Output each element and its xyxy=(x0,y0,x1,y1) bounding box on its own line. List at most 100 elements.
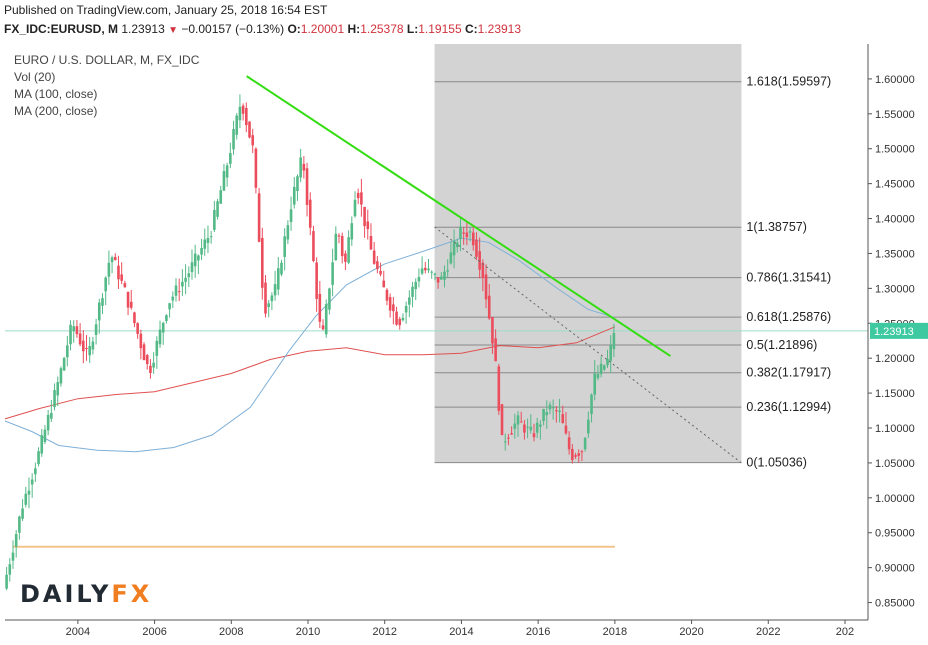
candle-body xyxy=(462,232,465,234)
candle-body xyxy=(174,285,178,296)
chart-legend: EURO / U.S. DOLLAR, M, FX_IDC Vol (20) M… xyxy=(14,52,199,120)
y-tick-label: 1.30000 xyxy=(875,283,915,295)
candle-body xyxy=(449,252,453,264)
candle-body xyxy=(145,355,149,365)
candle-body xyxy=(609,345,612,361)
candle-body xyxy=(328,288,331,310)
candle-body xyxy=(465,232,469,238)
close-label: C: xyxy=(464,22,478,36)
y-tick-label: 1.55000 xyxy=(875,109,915,121)
candle-body xyxy=(72,326,76,332)
dailyfx-logo: DAILYFX xyxy=(20,580,152,608)
candle-body xyxy=(126,291,130,308)
candle-body xyxy=(280,262,283,275)
candle-body xyxy=(337,235,341,237)
candle-body xyxy=(120,274,123,281)
candle-body xyxy=(510,433,513,435)
y-tick-label: 0.85000 xyxy=(875,598,915,610)
candle-body xyxy=(62,358,66,371)
candle-body xyxy=(436,277,440,283)
candle-body xyxy=(526,426,529,428)
candle-body xyxy=(430,271,434,273)
candle-body xyxy=(593,373,597,395)
candle-body xyxy=(542,408,545,422)
y-tick-label: 1.15000 xyxy=(875,388,915,400)
candle-body xyxy=(171,296,175,301)
x-tick-label: 2004 xyxy=(66,626,90,638)
candle-body xyxy=(286,225,290,240)
candle-body xyxy=(305,168,309,205)
x-tick-label: 2006 xyxy=(142,626,166,638)
candle-body xyxy=(273,284,277,296)
candle-body xyxy=(439,276,443,280)
logo-daily-text: DAILY xyxy=(20,580,112,608)
candle-body xyxy=(385,289,389,301)
candle-body xyxy=(190,262,194,273)
candle-body xyxy=(229,153,232,164)
price-chart[interactable]: 1.618(1.59597) 1(1.38757) 0.786(1.31541) 0.… xyxy=(0,44,928,645)
candle-body xyxy=(155,340,159,356)
open-label: O: xyxy=(287,22,301,36)
candle-body xyxy=(276,268,280,290)
candle-body xyxy=(206,237,210,243)
candle-body xyxy=(590,394,593,415)
candle-body xyxy=(459,226,462,240)
candle-body xyxy=(404,305,408,313)
candle-body xyxy=(392,304,395,312)
price-change: −0.00157 (−0.13%) xyxy=(181,22,285,36)
candle-body xyxy=(513,423,517,429)
candle-body xyxy=(484,274,488,300)
candle-body xyxy=(414,281,418,290)
candle-body xyxy=(612,332,616,350)
candle-body xyxy=(264,282,267,314)
candle-body xyxy=(577,453,581,456)
y-tick-label: 1.00000 xyxy=(875,493,915,505)
candle-body xyxy=(567,437,571,450)
candle-body xyxy=(34,468,37,475)
y-tick-label: 1.60000 xyxy=(875,74,915,86)
candle-body xyxy=(411,286,414,297)
legend-ma200: MA (200, close) xyxy=(14,104,98,118)
candle-body xyxy=(606,358,609,366)
candle-body xyxy=(558,410,561,413)
candle-body xyxy=(75,326,79,335)
fib-level-label: 0(1.05036) xyxy=(746,456,806,470)
candle-body xyxy=(433,273,437,275)
candle-body xyxy=(97,302,101,321)
candle-body xyxy=(344,253,347,262)
candle-body xyxy=(532,433,536,438)
candle-body xyxy=(27,490,31,495)
fib-level-label: 0.236(1.12994) xyxy=(746,400,831,414)
candle-body xyxy=(133,312,136,324)
ma100-line xyxy=(4,237,616,453)
candle-body xyxy=(539,424,542,427)
candle-body xyxy=(475,239,478,257)
candle-body xyxy=(398,318,402,326)
y-tick-label: 1.50000 xyxy=(875,144,915,156)
candle-body xyxy=(372,250,376,264)
candle-body xyxy=(551,407,555,409)
open-value: 1.20001 xyxy=(300,22,345,36)
fib-level-label: 0.5(1.21896) xyxy=(746,338,817,352)
candle-body xyxy=(94,324,98,335)
candle-body xyxy=(213,209,216,230)
candle-body xyxy=(497,366,501,411)
candle-body xyxy=(388,297,392,311)
candle-body xyxy=(523,424,526,433)
resistance-trendline xyxy=(246,75,672,357)
candle-body xyxy=(289,209,293,223)
candle-body xyxy=(225,165,229,178)
quote-line: FX_IDC:EURUSD, M 1.23913 ▼ −0.00157 (−0.… xyxy=(4,22,521,36)
candle-body xyxy=(248,121,251,138)
candle-body xyxy=(181,281,184,287)
legend-vol: Vol (20) xyxy=(14,70,56,84)
candle-body xyxy=(318,293,322,322)
candle-body xyxy=(91,341,95,350)
candle-body xyxy=(168,303,171,310)
candle-body xyxy=(241,105,245,114)
low-value: 1.19155 xyxy=(418,22,462,36)
candle-body xyxy=(139,333,143,349)
candle-body xyxy=(529,426,533,431)
candle-body xyxy=(350,223,354,240)
candle-body xyxy=(24,493,28,505)
